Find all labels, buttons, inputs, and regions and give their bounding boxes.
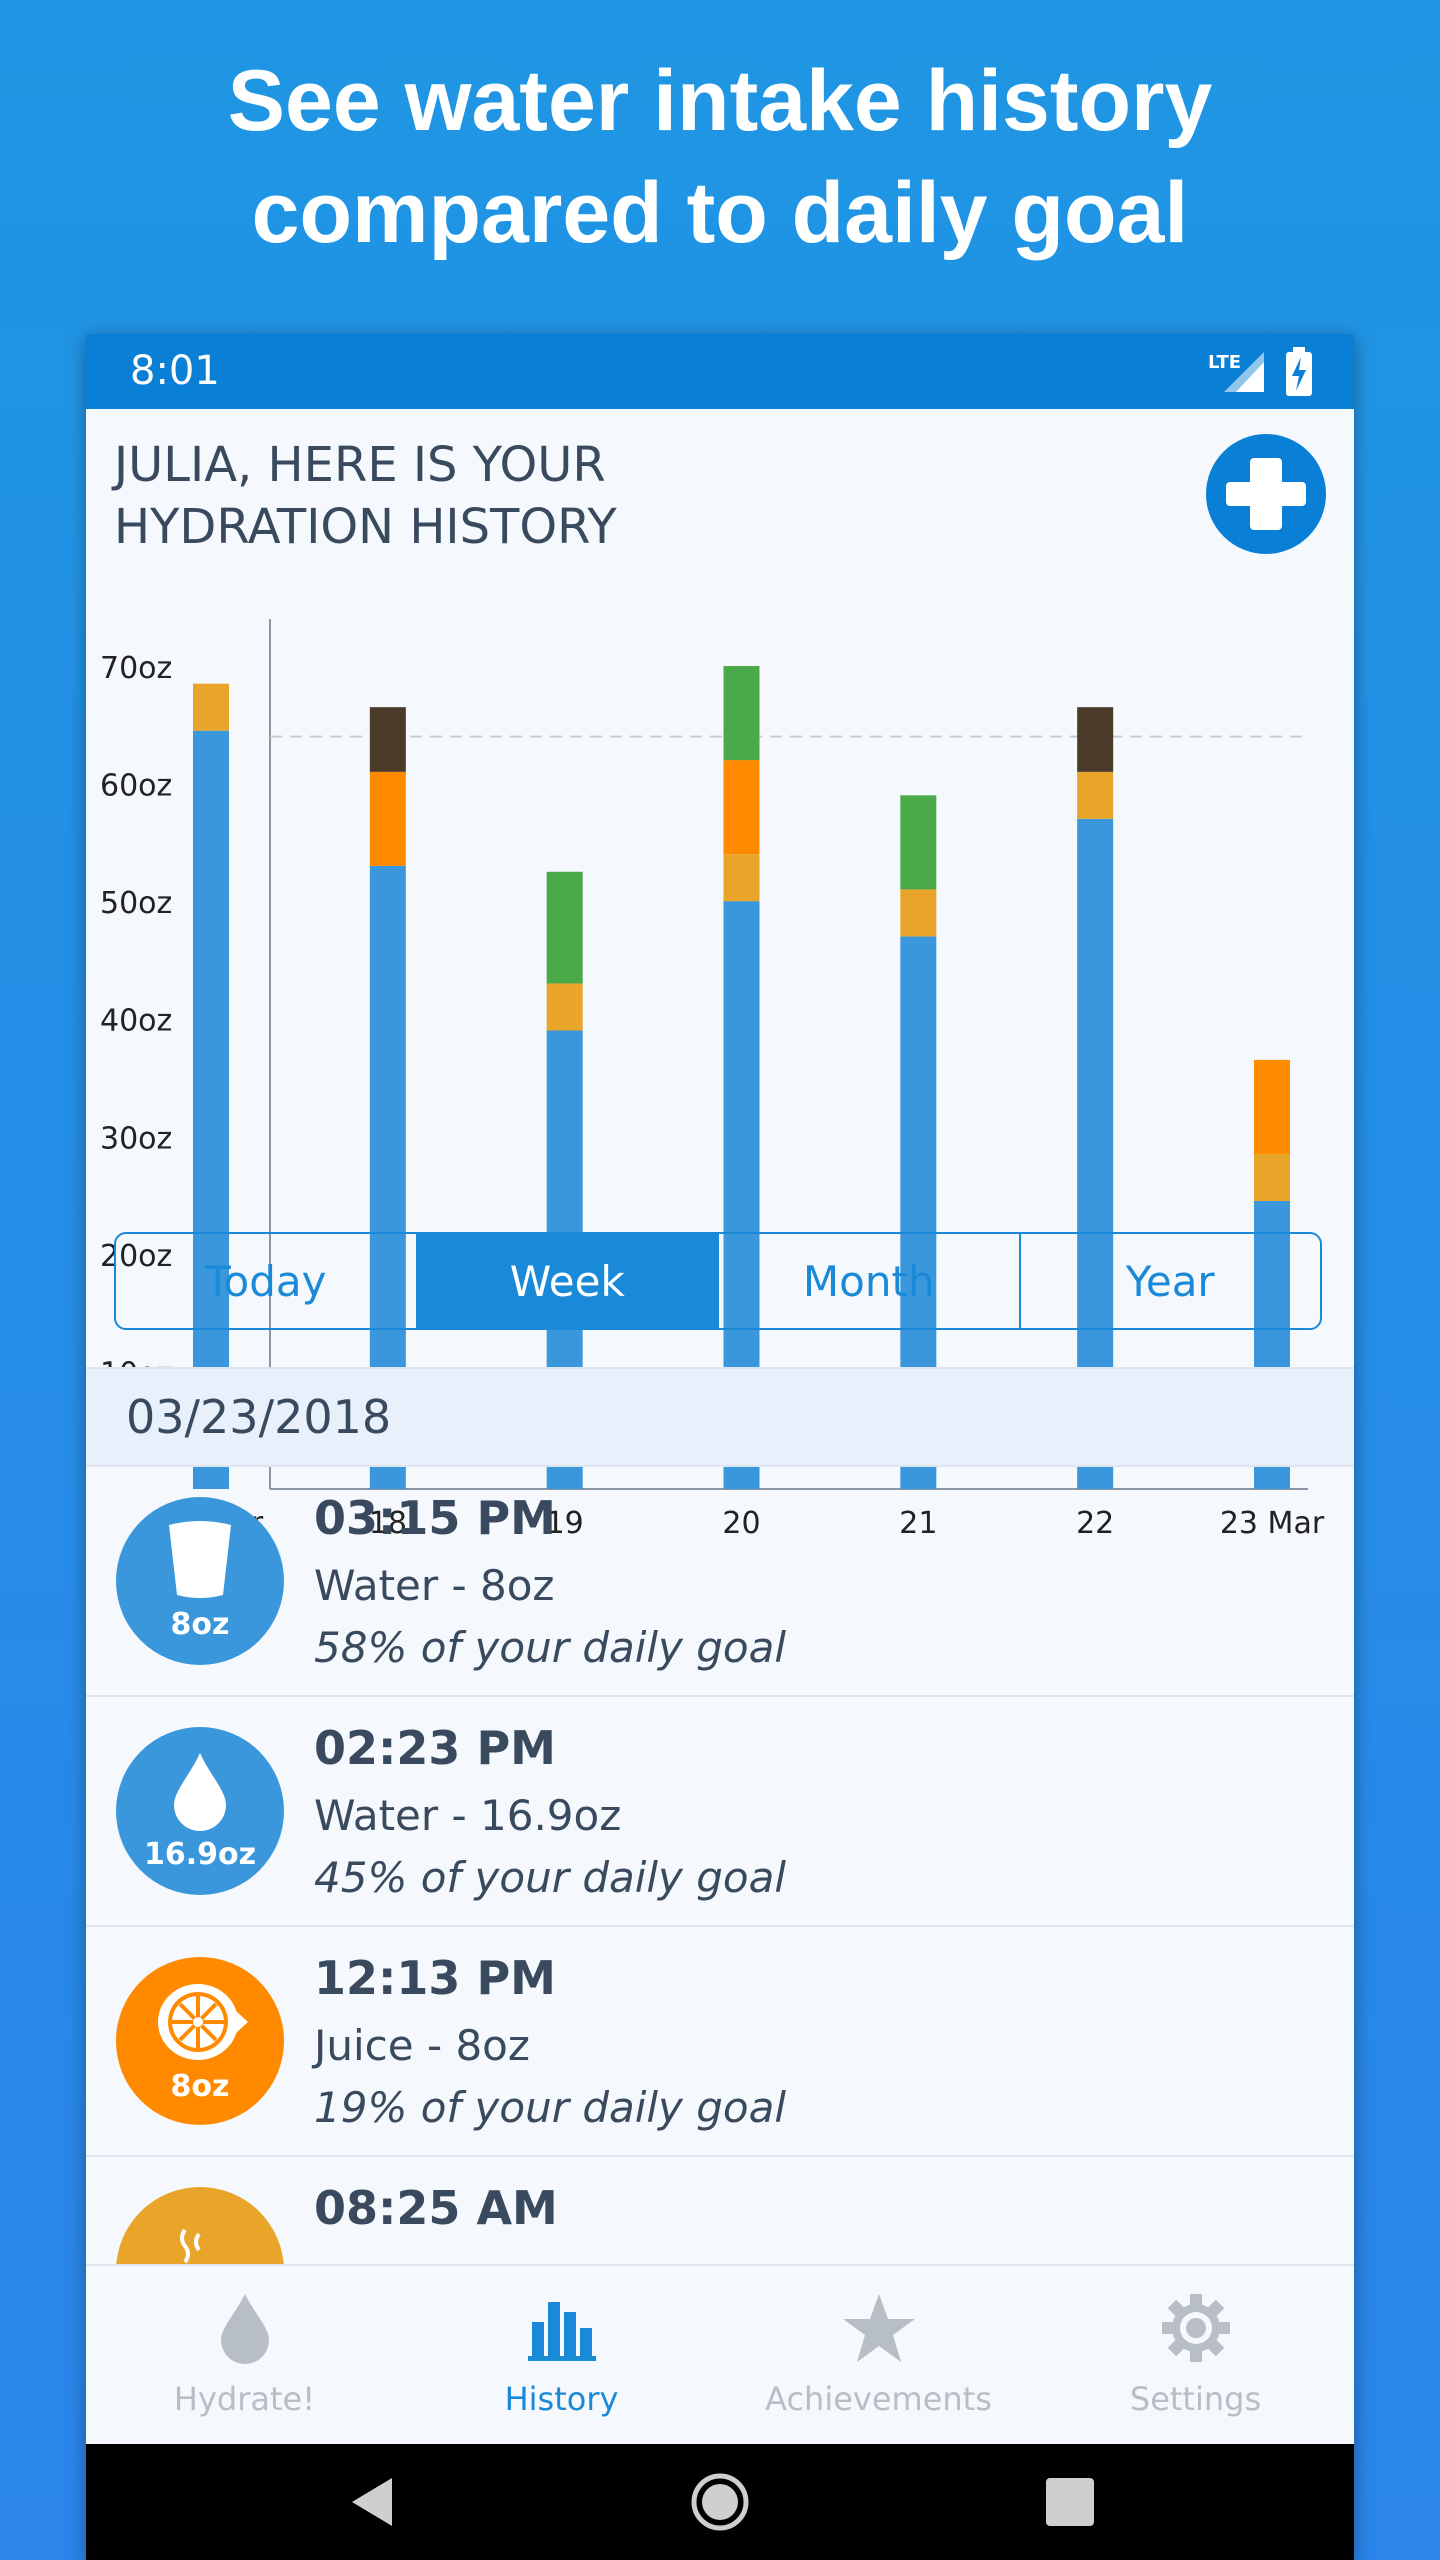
- hot-drink-icon: [180, 2228, 201, 2264]
- y-tick-label: 70oz: [100, 651, 172, 686]
- chart-bar-segment: [1077, 771, 1114, 819]
- network-label: LTE: [1208, 352, 1241, 373]
- tab-label: Settings: [1129, 2380, 1262, 2418]
- promo-line-1: See water intake history: [227, 53, 1213, 149]
- tab-hydrate[interactable]: Hydrate!: [86, 2266, 403, 2444]
- tab-settings[interactable]: Settings: [1037, 2266, 1354, 2444]
- chart-bar-segment: [1254, 1153, 1290, 1201]
- entry-description: Water - 16.9oz: [314, 1791, 622, 1840]
- x-tick-label: 23 Mar: [1220, 1506, 1325, 1541]
- list-item[interactable]: 16.9oz 02:23 PM Water - 16.9oz 45% of yo…: [86, 1697, 1354, 1927]
- recents-icon[interactable]: [1044, 2476, 1096, 2528]
- entry-time: 03:15 PM: [314, 1491, 556, 1545]
- drink-badge: 16.9oz: [116, 1727, 284, 1895]
- chart-bar-segment: [369, 771, 406, 866]
- phone-screen: 8:01 LTE JULIA, HERE IS YOUR HYDRATION H…: [86, 334, 1354, 2560]
- promo-line-2: compared to daily goal: [251, 165, 1189, 261]
- home-icon[interactable]: [690, 2472, 750, 2532]
- tab-today[interactable]: Today: [116, 1234, 418, 1328]
- tab-label: Hydrate!: [173, 2380, 316, 2418]
- entry-description: Juice - 8oz: [314, 2021, 530, 2070]
- back-icon[interactable]: [346, 2474, 402, 2530]
- history-list[interactable]: 8oz 03:15 PM Water - 8oz 58% of your dai…: [86, 1467, 1354, 2264]
- tab-month[interactable]: Month: [719, 1234, 1021, 1328]
- entry-time: 02:23 PM: [314, 1721, 556, 1775]
- entry-goal-percent: 19% of your daily goal: [314, 2083, 787, 2132]
- list-item[interactable]: 8oz 12:13 PM Juice - 8oz 19% of your dai…: [86, 1927, 1354, 2157]
- star-icon: [842, 2294, 915, 2362]
- history-date: 03/23/2018: [126, 1390, 392, 1444]
- cup-icon: [169, 1520, 231, 1598]
- x-tick-label: 18: [369, 1506, 407, 1541]
- chart-bar-segment: [900, 889, 937, 937]
- entry-description: Water - 8oz: [314, 1561, 555, 1610]
- lte-signal-icon: LTE: [1208, 352, 1264, 392]
- chart-bar-segment: [1077, 707, 1114, 772]
- chart-bar-segment: [723, 666, 760, 761]
- y-tick-label: 40oz: [100, 1004, 172, 1039]
- water-drop-icon: [174, 1752, 226, 1831]
- history-date-header: 03/23/2018: [86, 1367, 1354, 1467]
- drop-icon: [220, 2294, 269, 2364]
- tab-year[interactable]: Year: [1125, 1256, 1215, 1306]
- tab-achievements[interactable]: Achievements: [720, 2266, 1037, 2444]
- entry-time: 08:25 AM: [314, 2181, 558, 2235]
- entry-time: 12:13 PM: [314, 1951, 556, 2005]
- chart-bar-segment: [546, 871, 583, 984]
- battery-icon: [1286, 347, 1312, 396]
- drink-badge: 8oz: [116, 1497, 284, 1665]
- tab-week[interactable]: Week: [417, 1234, 719, 1328]
- x-tick-label: 20: [722, 1506, 760, 1541]
- entry-goal-percent: 45% of your daily goal: [314, 1853, 787, 1902]
- chart-bar-segment: [193, 683, 229, 731]
- bar-chart-icon: [527, 2302, 596, 2361]
- x-tick-label: 21: [899, 1506, 937, 1541]
- chart-bar-segment: [546, 983, 583, 1031]
- promo-heading: See water intake history compared to dai…: [0, 45, 1440, 269]
- entry-goal-percent: 58% of your daily goal: [314, 1623, 787, 1672]
- drink-amount: 8oz: [170, 1606, 230, 1642]
- status-bar: 8:01 LTE: [86, 334, 1354, 409]
- y-tick-label: 20oz: [100, 1239, 172, 1274]
- status-time: 8:01: [130, 348, 220, 394]
- list-item[interactable]: 08:25 AM: [86, 2157, 1354, 2264]
- y-tick-label: 30oz: [100, 1121, 172, 1156]
- chart-bar-segment: [1254, 1059, 1290, 1154]
- drink-amount: 16.9oz: [143, 1836, 257, 1872]
- chart-bar-segment: [723, 760, 760, 855]
- tab-label: History: [504, 2380, 619, 2418]
- orange-slice-icon: [158, 1983, 248, 2060]
- chart-bar-segment: [369, 707, 406, 772]
- add-drink-button[interactable]: [1206, 434, 1326, 554]
- period-selector[interactable]: Today Week Month Year: [114, 1232, 1322, 1330]
- tab-history[interactable]: History: [403, 2266, 720, 2444]
- drink-badge: 8oz: [116, 1957, 284, 2125]
- android-nav-bar: [86, 2444, 1354, 2560]
- page-title: JULIA, HERE IS YOUR HYDRATION HISTORY: [114, 437, 617, 555]
- chart-bar-segment: [193, 730, 229, 1489]
- y-tick-label: 60oz: [100, 769, 172, 804]
- gear-icon: [1161, 2294, 1230, 2362]
- bottom-tab-bar: Hydrate! History Achievements: [86, 2264, 1354, 2444]
- plus-icon: [1226, 458, 1306, 530]
- chart-bar-segment: [723, 854, 760, 902]
- tab-label: Achievements: [765, 2380, 992, 2418]
- y-tick-label: 50oz: [100, 886, 172, 921]
- list-item[interactable]: 8oz 03:15 PM Water - 8oz 58% of your dai…: [86, 1467, 1354, 1697]
- drink-amount: 8oz: [170, 2068, 230, 2104]
- drink-badge: [116, 2187, 284, 2264]
- chart-bar-segment: [900, 795, 937, 890]
- x-tick-label: 19: [546, 1506, 584, 1541]
- x-tick-label: 22: [1076, 1506, 1114, 1541]
